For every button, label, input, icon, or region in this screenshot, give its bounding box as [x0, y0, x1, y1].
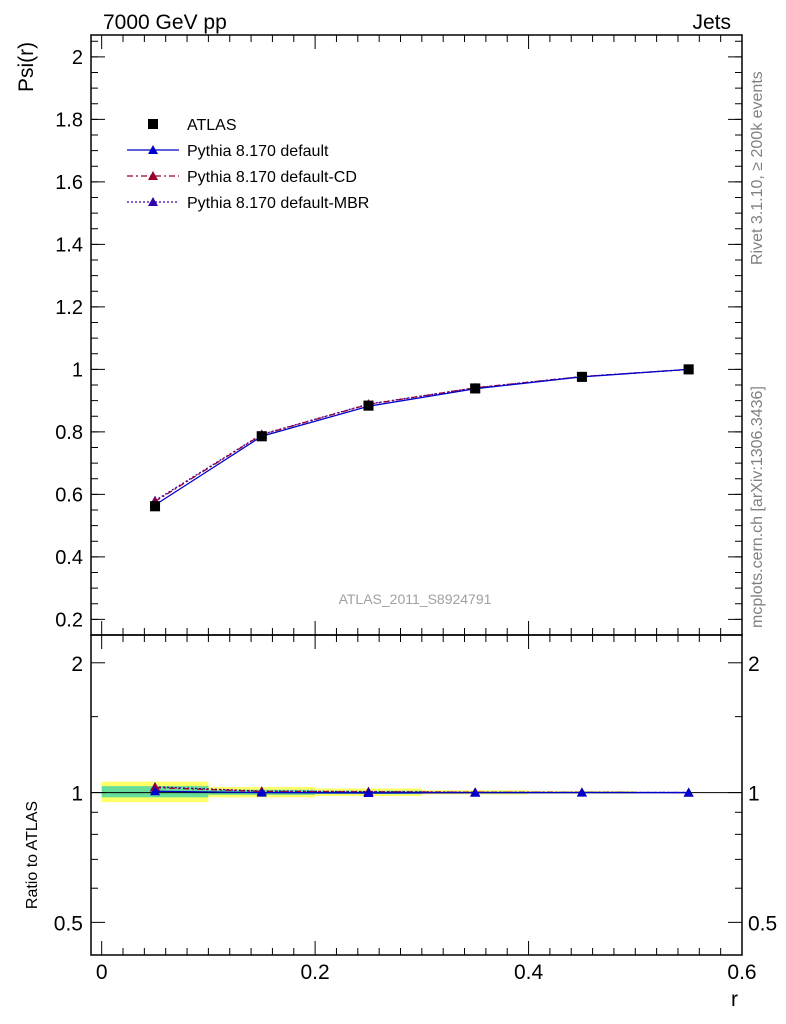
- legend-label: ATLAS: [187, 117, 237, 134]
- ratio-plot-series: [150, 781, 694, 797]
- atlas-data-point-overlay: [256, 431, 267, 442]
- main-y-tick-label: 1: [72, 359, 83, 381]
- main-y-tick-label: 0.2: [55, 609, 83, 631]
- main-y-tick-label: 1.8: [55, 109, 83, 131]
- main-axis-ticks: 0.2 0.4 0.6 0.8 1 1.2 1.4 1.6 1.8 2: [55, 35, 743, 635]
- ratio-series-marker: [683, 787, 694, 797]
- atlas-data-point-overlay: [576, 371, 587, 382]
- atlas-data-point-overlay: [363, 400, 374, 411]
- main-y-tick-label: 0.8: [55, 422, 83, 444]
- x-tick-label: 0.6: [727, 961, 756, 984]
- series-line: [154, 368, 689, 503]
- x-tick-label: 0.4: [514, 961, 544, 984]
- ratio-y-tick-label-right: 0.5: [748, 912, 777, 935]
- main-y-axis-label: Psi(r): [15, 42, 38, 92]
- main-y-tick-label: 1.6: [55, 172, 83, 194]
- legend-marker: [148, 119, 158, 129]
- main-plot-series: [150, 364, 694, 512]
- energy-label: 7000 GeV pp: [103, 11, 227, 34]
- rivet-version-label: Rivet 3.1.10, ≥ 200k events: [749, 71, 766, 265]
- ratio-series-marker: [363, 787, 374, 797]
- ratio-series-marker: [256, 787, 267, 797]
- atlas-data-point-overlay: [150, 501, 161, 512]
- ratio-y-tick-label: 0.5: [54, 912, 83, 935]
- ratio-series-line: [155, 790, 689, 794]
- ratio-y-tick-label-right: 2: [748, 653, 760, 676]
- atlas-data-point-overlay: [470, 383, 481, 394]
- process-label: Jets: [692, 11, 731, 34]
- ratio-axis-ticks: 0.5 0.5 1 1 2 2 0 0.2 0.4 0.6: [54, 635, 777, 984]
- analysis-watermark: ATLAS_2011_S8924791: [339, 591, 492, 607]
- main-y-tick-label: 0.6: [55, 484, 83, 506]
- series-line: [154, 368, 689, 506]
- ratio-series-marker: [150, 786, 161, 796]
- x-axis-label: r: [731, 988, 738, 1011]
- legend-label: Pythia 8.170 default: [187, 143, 329, 160]
- main-y-tick-label: 1.2: [55, 297, 83, 319]
- ratio-plot-frame: [90, 634, 743, 956]
- main-y-tick-label: 2: [72, 47, 83, 69]
- legend: ATLAS Pythia 8.170 default Pythia 8.170 de…: [127, 117, 369, 212]
- mcplots-reference-label: mcplots.cern.ch [arXiv:1306.3436]: [749, 386, 766, 628]
- series-line: [154, 368, 689, 502]
- ratio-y-tick-label-right: 1: [748, 783, 760, 806]
- legend-marker: [148, 171, 158, 180]
- x-tick-label: 0: [96, 961, 108, 984]
- ratio-series-marker: [470, 787, 481, 797]
- legend-label: Pythia 8.170 default-CD: [187, 169, 357, 186]
- legend-label: Pythia 8.170 default-MBR: [187, 195, 369, 212]
- main-y-tick-label: 0.4: [55, 547, 83, 569]
- legend-marker: [148, 197, 158, 206]
- x-tick-label: 0.2: [301, 961, 330, 984]
- ratio-y-tick-label: 2: [71, 653, 83, 676]
- legend-marker: [148, 145, 158, 154]
- atlas-data-point-overlay: [683, 364, 694, 375]
- ratio-series-marker: [576, 787, 587, 797]
- ratio-y-axis-label: Ratio to ATLAS: [24, 801, 41, 909]
- main-y-tick-label: 1.4: [55, 234, 83, 256]
- ratio-y-tick-label: 1: [71, 783, 83, 806]
